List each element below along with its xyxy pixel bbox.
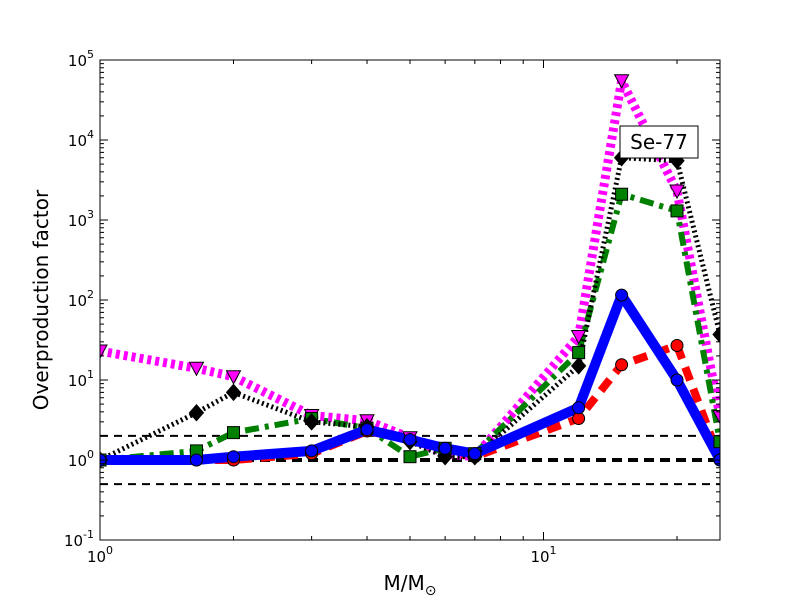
data-point-s4-9 [615, 288, 629, 302]
data-point-s4-4 [360, 423, 374, 437]
data-point-s0-9 [615, 358, 629, 372]
data-point-s3-1 [188, 403, 205, 422]
y-tick-label-base: 10 [68, 212, 87, 230]
data-point-s4-6 [438, 441, 452, 455]
data-point-s0-8 [572, 412, 586, 426]
y-tick-label-exp: 3 [87, 208, 94, 221]
y-tick-label-exp: 5 [87, 48, 94, 61]
data-point-s3-11 [712, 325, 720, 344]
data-point-s3-8 [570, 357, 587, 375]
annotation-box: Se-77 [619, 125, 699, 159]
data-point-s2-9 [615, 187, 629, 201]
y-tick-label-6: 105 [68, 48, 94, 70]
y-tick-label-exp: 4 [87, 128, 94, 141]
x-tick-label-1: 101 [530, 544, 556, 566]
data-point-s3-3 [303, 413, 320, 431]
data-point-s1-1 [188, 361, 205, 377]
y-tick-label-exp: -1 [83, 528, 94, 541]
x-tick-label-exp: 1 [550, 544, 557, 557]
x-tick-label-base: 10 [87, 548, 106, 566]
x-tick-label-base: 10 [530, 548, 549, 566]
y-tick-label-0: 10-1 [64, 528, 94, 550]
y-tick-label-exp: 0 [87, 448, 94, 461]
data-point-s4-3 [305, 444, 319, 458]
data-point-s1-9 [613, 74, 630, 89]
y-tick-label-exp: 2 [87, 288, 94, 301]
data-point-s1-2 [225, 370, 242, 385]
y-tick-label-4: 103 [68, 208, 94, 230]
y-tick-label-5: 104 [68, 128, 94, 150]
data-point-s3-2 [225, 383, 242, 402]
data-point-s4-8 [572, 401, 586, 415]
x-tick-label-exp: 0 [106, 544, 113, 557]
data-point-s2-8 [572, 346, 586, 360]
y-axis-label: Overproduction factor [29, 189, 53, 410]
x-axis-label-main: M/M [384, 571, 425, 595]
data-point-s4-2 [227, 450, 241, 464]
y-tick-label-base: 10 [68, 52, 87, 70]
y-tick-label-2: 101 [68, 368, 94, 390]
data-point-s2-11 [713, 435, 720, 449]
x-tick-label-0: 100 [87, 544, 113, 566]
data-point-s0-10 [670, 338, 684, 352]
data-point-s4-5 [403, 433, 417, 447]
data-point-s1-0 [100, 344, 108, 360]
series-line-2 [100, 191, 720, 463]
annotation-label: Se-77 [630, 130, 688, 154]
y-tick-label-base: 10 [68, 372, 87, 390]
data-point-s2-10 [670, 204, 684, 218]
y-tick-label-3: 102 [68, 288, 94, 310]
y-tick-label-1: 100 [68, 448, 94, 470]
y-tick-label-base: 10 [68, 292, 87, 310]
data-point-s1-11 [712, 409, 720, 425]
data-point-s4-1 [189, 453, 203, 467]
annotation-frame [619, 125, 699, 159]
y-tick-label-base: 10 [68, 132, 87, 150]
data-point-s2-2 [227, 426, 241, 440]
data-point-s4-10 [670, 373, 684, 387]
y-tick-label-base: 10 [68, 452, 87, 470]
y-tick-label-exp: 1 [87, 368, 94, 381]
y-tick-label-base: 10 [64, 532, 83, 550]
data-point-s2-5 [403, 450, 417, 464]
data-point-s1-10 [669, 184, 685, 200]
data-point-s1-8 [570, 329, 587, 345]
x-axis-label-subscript: ⊙ [425, 583, 437, 599]
data-point-s4-7 [468, 447, 482, 461]
series-markers [100, 74, 720, 469]
x-axis-label: M/M⊙ [384, 571, 437, 599]
